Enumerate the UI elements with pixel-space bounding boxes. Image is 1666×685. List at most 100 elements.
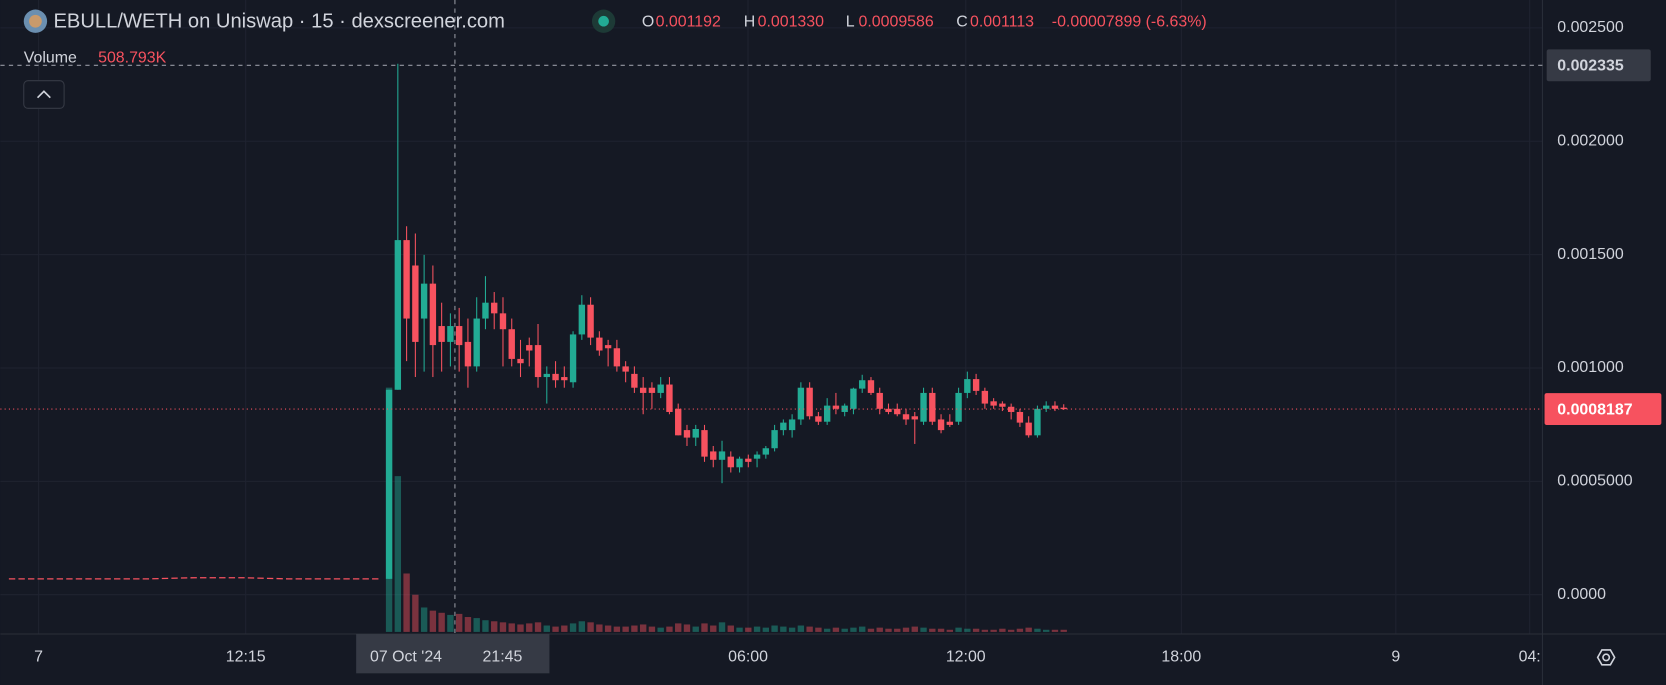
candle-body <box>578 304 586 335</box>
candle-body <box>780 422 787 431</box>
candle-body <box>394 240 402 390</box>
volume-bar <box>937 628 945 632</box>
volume-bar <box>850 627 857 632</box>
volume-bar <box>534 622 542 632</box>
ohlc-label: C <box>956 14 968 31</box>
volume-bar <box>1007 629 1015 632</box>
candle-body <box>736 458 743 468</box>
candle-body <box>657 384 664 393</box>
candle-body <box>718 451 726 460</box>
volume-bar <box>675 623 682 632</box>
candle-body <box>473 318 480 367</box>
volume-bar <box>692 626 699 632</box>
ohlc-label: L <box>846 14 855 31</box>
settings-icon-center <box>1602 653 1611 662</box>
candle-body <box>929 392 936 422</box>
volume-bar <box>631 625 638 632</box>
candle-body <box>639 387 647 393</box>
overlay: 0.0000 0.0005000 0.001000 0.001500 0.002000 0… <box>0 19 1662 666</box>
candle-body <box>946 421 954 425</box>
volume-bar <box>981 629 989 632</box>
candle-body <box>911 416 918 420</box>
volume-bar <box>552 626 559 632</box>
crosshair-time-box <box>356 634 550 674</box>
candle-body <box>552 373 559 381</box>
volume-bar <box>902 627 910 632</box>
volume-bar <box>745 627 752 632</box>
volume-bar <box>429 610 437 632</box>
candle-body <box>403 240 410 319</box>
volume-bar <box>639 624 647 632</box>
volume-bar <box>972 628 980 632</box>
candle-body <box>1007 406 1015 412</box>
x-tick-label: 7 <box>34 649 43 666</box>
volume-bar <box>762 627 770 632</box>
candle-body <box>622 366 629 372</box>
volume-bar <box>753 626 761 632</box>
candle-body <box>1025 422 1032 436</box>
settings-button[interactable] <box>1596 649 1616 666</box>
volume-bar <box>683 624 691 632</box>
candle-body <box>526 345 533 351</box>
candle-body <box>823 405 831 422</box>
y-tick-label: 0.002000 <box>1557 132 1624 149</box>
volume-bar <box>797 625 805 632</box>
candle-body <box>438 326 445 342</box>
candle-body <box>683 430 691 438</box>
candle-body <box>841 405 848 412</box>
ohlc-label: O <box>642 14 654 31</box>
candle-body <box>937 419 945 431</box>
status-dot <box>598 15 609 27</box>
collapse-button[interactable] <box>23 80 65 109</box>
volume-bar <box>867 628 875 632</box>
ohlc-value: 0.001330 <box>758 14 825 31</box>
candle-body <box>806 387 813 417</box>
volume-bar <box>578 621 586 632</box>
volume-bar <box>657 627 664 632</box>
volume-bar <box>596 624 603 632</box>
ohlc-label: H <box>744 14 756 31</box>
candle-body <box>745 458 752 462</box>
volume-bar <box>420 607 428 632</box>
candle-body <box>797 387 805 420</box>
candle-body <box>902 414 910 420</box>
volume-bar <box>1025 627 1032 632</box>
candle-body <box>859 380 866 389</box>
candle-body <box>517 358 524 364</box>
candle-body <box>508 329 515 359</box>
volume-bar <box>955 627 962 632</box>
volume-bar <box>491 621 498 632</box>
volume-bar <box>815 627 822 632</box>
volume-bar <box>1051 629 1059 632</box>
ohlc-value: 0.001192 <box>656 14 721 31</box>
volume-bar <box>771 625 778 632</box>
volume-bar <box>455 613 463 632</box>
candle-body <box>762 448 770 455</box>
volume-bar <box>622 626 629 632</box>
last-price: 0.0008187 <box>1557 401 1632 418</box>
y-tick-label: 0.0000 <box>1557 586 1606 603</box>
candle-body <box>569 334 577 383</box>
volume-bar <box>911 626 918 632</box>
candle-body <box>385 389 393 579</box>
candle-body <box>1051 405 1059 409</box>
pair-title: EBULL/WETH on Uniswap · 15 · dexscreener… <box>53 11 504 33</box>
volume-bar <box>999 628 1006 632</box>
volume-bar <box>859 626 866 632</box>
volume-bar <box>587 622 594 632</box>
x-tick-label: 18:00 <box>1161 649 1201 666</box>
volume-bar <box>736 627 743 632</box>
volume-bar <box>710 625 717 632</box>
volume-bar <box>508 623 515 632</box>
candle-body <box>482 302 489 319</box>
crosshair-price: 0.002335 <box>1557 58 1624 75</box>
volume-bar <box>561 625 568 632</box>
volume-bar <box>543 625 550 632</box>
y-tick-label: 0.001500 <box>1557 246 1624 263</box>
candle-body <box>1043 405 1050 409</box>
candle-body <box>666 384 673 412</box>
candle-body <box>631 373 638 388</box>
candle-body <box>675 408 682 436</box>
